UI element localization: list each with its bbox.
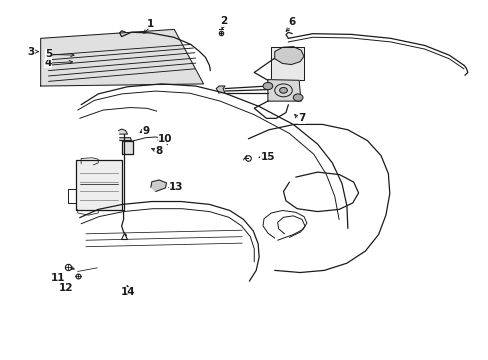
Circle shape bbox=[279, 87, 287, 93]
Text: 10: 10 bbox=[158, 134, 172, 144]
Text: 11: 11 bbox=[51, 273, 65, 283]
Text: 14: 14 bbox=[121, 287, 136, 297]
Text: 6: 6 bbox=[288, 17, 295, 27]
Text: 1: 1 bbox=[147, 19, 154, 29]
Circle shape bbox=[293, 94, 303, 101]
Polygon shape bbox=[216, 86, 224, 93]
Polygon shape bbox=[274, 46, 304, 64]
Text: 15: 15 bbox=[260, 152, 275, 162]
Text: 5: 5 bbox=[45, 49, 52, 59]
Text: 2: 2 bbox=[220, 17, 227, 27]
Polygon shape bbox=[271, 47, 304, 80]
Polygon shape bbox=[41, 30, 203, 86]
Text: 9: 9 bbox=[142, 126, 149, 135]
Polygon shape bbox=[122, 141, 133, 154]
Text: 12: 12 bbox=[59, 283, 74, 293]
Polygon shape bbox=[151, 180, 166, 192]
Text: 3: 3 bbox=[27, 46, 35, 57]
Text: 7: 7 bbox=[298, 113, 305, 123]
Text: 8: 8 bbox=[155, 145, 163, 156]
Text: 4: 4 bbox=[45, 58, 52, 68]
Polygon shape bbox=[267, 80, 301, 101]
Polygon shape bbox=[76, 160, 122, 211]
Circle shape bbox=[263, 82, 272, 90]
Text: 13: 13 bbox=[169, 182, 183, 192]
Polygon shape bbox=[119, 129, 127, 134]
Polygon shape bbox=[120, 138, 131, 140]
